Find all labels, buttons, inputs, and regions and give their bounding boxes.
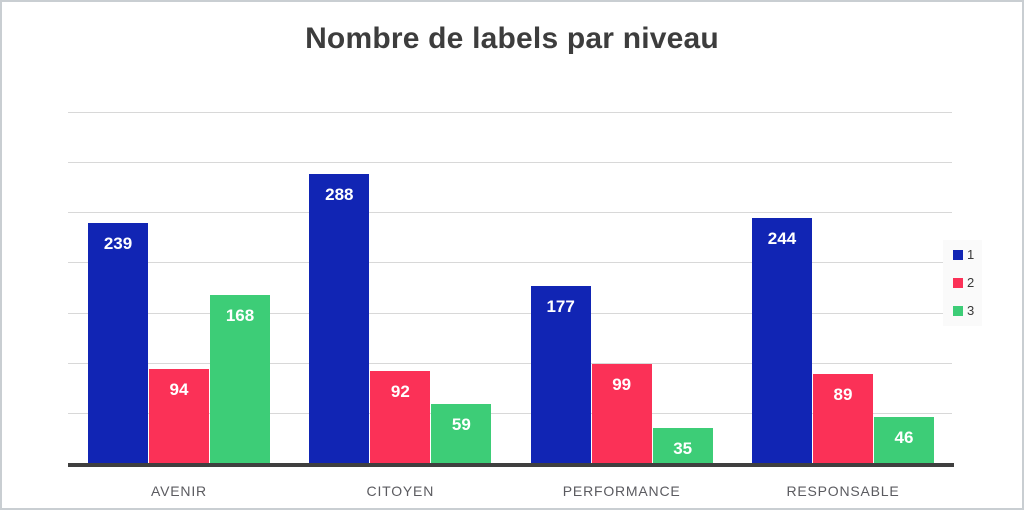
x-axis-label-responsable: RESPONSABLE [786,483,900,499]
bar-value-label: 288 [325,185,354,205]
plot-area: 239 94 168 288 92 59 177 99 35 244 89 46 [68,112,952,463]
x-axis-label-citoyen: CITOYEN [366,483,435,499]
gridline [68,412,952,414]
legend-item-2: 2 [953,276,974,290]
bar-series1-avenir: 239 [88,223,148,463]
bar-series2-responsable: 89 [812,373,873,463]
gridline [68,212,952,214]
bar-series2-citoyen: 92 [370,370,431,463]
bar-series1-citoyen: 288 [309,174,370,463]
bar-group-avenir: 239 94 168 [88,223,270,463]
bar-value-label: 244 [767,229,797,249]
legend-swatch-icon [953,306,963,316]
bar-series3-avenir: 168 [210,294,270,463]
legend-label: 2 [967,275,975,290]
gridline [68,162,952,164]
bar-value-label: 239 [103,234,133,254]
x-axis-label-avenir: AVENIR [151,483,207,499]
bar-value-label: 99 [612,374,632,394]
legend-label: 1 [967,247,975,262]
legend-label: 3 [967,303,975,318]
bar-value-label: 35 [673,438,693,458]
legend-swatch-icon [953,278,963,288]
bar-series2-performance: 99 [591,363,652,463]
bar-series3-performance: 35 [652,427,713,463]
bar-value-label: 177 [546,296,575,316]
gridline [68,112,952,113]
bar-series3-citoyen: 59 [431,403,492,463]
bar-series1-performance: 177 [530,285,591,463]
gridline [68,312,952,314]
legend-item-1: 1 [953,248,974,262]
bar-group-responsable: 244 89 46 [751,218,934,463]
chart-title: Nombre de labels par niveau [305,22,719,55]
bar-group-performance: 177 99 35 [530,285,713,463]
gridline [68,262,952,264]
x-axis-label-performance: PERFORMANCE [562,483,681,499]
bar-value-label: 94 [169,379,189,399]
x-axis-line [68,463,954,467]
bar-value-label: 89 [833,384,853,404]
bar-series1-responsable: 244 [751,218,812,463]
bar-value-label: 46 [894,427,914,447]
bar-value-label: 59 [451,414,471,434]
bar-value-label: 92 [390,381,410,401]
bar-value-label: 168 [225,305,255,325]
bar-group-citoyen: 288 92 59 [309,174,492,463]
bar-series2-avenir: 94 [149,368,209,463]
legend-swatch-icon [953,250,963,260]
bar-series3-responsable: 46 [873,416,934,463]
legend: 1 2 3 [943,240,983,326]
legend-item-3: 3 [953,304,974,318]
gridline [68,362,952,364]
